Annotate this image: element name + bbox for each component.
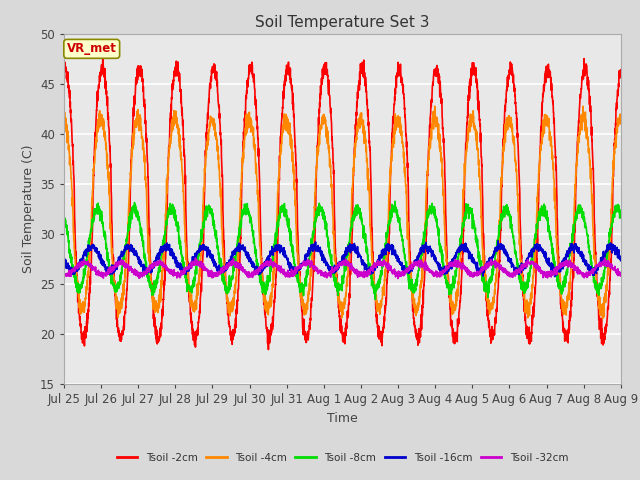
Tsoil -2cm (617, 68, 625, 74)
Tsoil -2cm (547, 69, 554, 75)
Tsoil -32cm (157, 260, 164, 266)
Tsoil -8cm (157, 259, 164, 265)
Tsoil -32cm (298, 262, 306, 268)
Tsoil -2cm (157, 323, 164, 329)
Tsoil -4cm (606, 235, 614, 240)
Tsoil -8cm (606, 230, 614, 236)
Tsoil -4cm (431, 103, 438, 109)
Tsoil -8cm (60, 217, 68, 223)
Line: Tsoil -16cm: Tsoil -16cm (64, 241, 621, 276)
Tsoil -4cm (157, 287, 164, 293)
Tsoil -8cm (371, 297, 379, 302)
Tsoil -32cm (191, 255, 199, 261)
Tsoil -2cm (606, 269, 614, 275)
Text: VR_met: VR_met (67, 42, 116, 55)
Tsoil -2cm (124, 273, 132, 279)
Tsoil -8cm (274, 220, 282, 226)
Tsoil -32cm (274, 264, 282, 270)
X-axis label: Time: Time (327, 411, 358, 425)
Tsoil -16cm (60, 254, 68, 260)
Tsoil -4cm (60, 123, 68, 129)
Tsoil -16cm (274, 244, 282, 250)
Tsoil -32cm (60, 270, 68, 276)
Tsoil -16cm (124, 241, 131, 247)
Legend: Tsoil -2cm, Tsoil -4cm, Tsoil -8cm, Tsoil -16cm, Tsoil -32cm: Tsoil -2cm, Tsoil -4cm, Tsoil -8cm, Tsoi… (113, 449, 572, 467)
Tsoil -2cm (298, 307, 306, 313)
Line: Tsoil -32cm: Tsoil -32cm (64, 258, 621, 278)
Tsoil -16cm (298, 262, 305, 268)
Tsoil -16cm (157, 247, 164, 252)
Tsoil -2cm (264, 347, 272, 352)
Tsoil -16cm (617, 258, 625, 264)
Tsoil -32cm (124, 264, 131, 270)
Tsoil -4cm (274, 198, 282, 204)
Tsoil -8cm (298, 288, 305, 294)
Tsoil -8cm (391, 198, 399, 204)
Tsoil -32cm (547, 271, 554, 276)
Tsoil -8cm (124, 231, 131, 237)
Tsoil -32cm (606, 264, 614, 270)
Line: Tsoil -2cm: Tsoil -2cm (64, 54, 621, 349)
Tsoil -2cm (99, 51, 107, 57)
Tsoil -8cm (617, 211, 625, 217)
Tsoil -4cm (298, 287, 305, 293)
Tsoil -4cm (546, 130, 554, 135)
Line: Tsoil -4cm: Tsoil -4cm (64, 106, 621, 318)
Tsoil -8cm (547, 228, 554, 234)
Tsoil -16cm (606, 243, 614, 249)
Line: Tsoil -8cm: Tsoil -8cm (64, 201, 621, 300)
Tsoil -4cm (617, 120, 625, 126)
Tsoil -2cm (274, 233, 282, 239)
Tsoil -32cm (394, 276, 402, 281)
Tsoil -16cm (494, 238, 502, 244)
Tsoil -32cm (617, 272, 625, 278)
Tsoil -16cm (551, 274, 559, 279)
Tsoil -4cm (124, 242, 131, 248)
Title: Soil Temperature Set 3: Soil Temperature Set 3 (255, 15, 429, 30)
Tsoil -16cm (546, 262, 554, 268)
Tsoil -4cm (599, 315, 607, 321)
Y-axis label: Soil Temperature (C): Soil Temperature (C) (22, 144, 35, 273)
Tsoil -2cm (60, 65, 68, 71)
